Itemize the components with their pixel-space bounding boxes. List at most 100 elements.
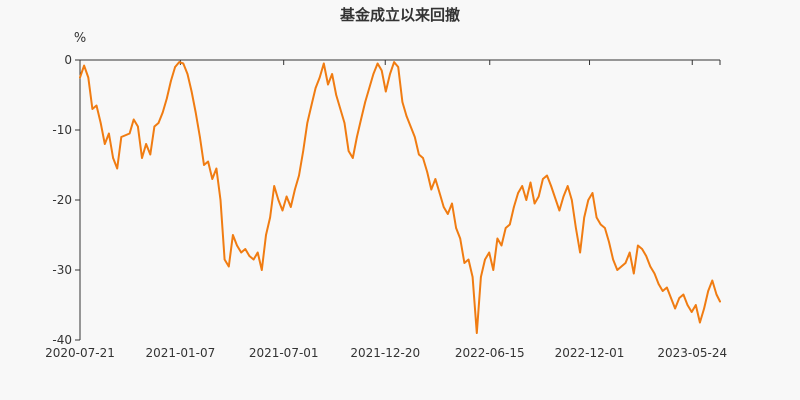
drawdown-data-point: [232, 234, 234, 236]
drawdown-data-point: [302, 150, 304, 152]
drawdown-data-point: [215, 167, 218, 170]
drawdown-data-point: [285, 195, 288, 198]
drawdown-data-point: [653, 272, 656, 275]
drawdown-data-point: [219, 199, 222, 201]
drawdown-data-point: [711, 279, 714, 282]
drawdown-data-point: [422, 157, 424, 159]
drawdown-data-point: [438, 192, 441, 194]
drawdown-data-point: [318, 76, 321, 79]
drawdown-data-point: [628, 251, 631, 254]
drawdown-data-point: [186, 73, 189, 75]
drawdown-data-point: [269, 216, 271, 219]
drawdown-data-point: [112, 157, 114, 159]
drawdown-data-point: [467, 258, 470, 261]
drawdown-data-point: [637, 244, 639, 247]
drawdown-data-point: [542, 178, 544, 180]
drawdown-data-point: [207, 160, 209, 163]
drawdown-data-point: [488, 251, 490, 254]
drawdown-data-point: [447, 213, 449, 215]
drawdown-data-point: [670, 297, 672, 299]
drawdown-data-point: [480, 276, 482, 278]
drawdown-data-point: [715, 293, 718, 296]
drawdown-data-point: [442, 206, 445, 208]
drawdown-data-point: [256, 251, 259, 254]
drawdown-data-point: [248, 255, 251, 257]
drawdown-data-point: [343, 122, 346, 124]
drawdown-data-point: [405, 115, 408, 117]
drawdown-data-point: [484, 258, 486, 261]
x-axis-tick-marks: [79, 60, 721, 65]
drawdown-data-point: [182, 62, 185, 65]
drawdown-data-point: [558, 209, 561, 212]
drawdown-data-point: [612, 258, 614, 261]
y-tick-label: -40: [52, 333, 72, 347]
drawdown-data-point: [306, 122, 309, 124]
drawdown-data-point: [281, 209, 284, 212]
drawdown-data-point: [236, 244, 238, 247]
drawdown-data-point: [161, 111, 164, 114]
drawdown-data-point: [649, 265, 652, 268]
drawdown-data-point: [99, 122, 102, 124]
drawdown-data-point: [190, 90, 193, 93]
drawdown-data-point: [347, 150, 350, 152]
drawdown-data-point: [351, 157, 354, 159]
drawdown-data-point: [550, 185, 552, 187]
drawdown-data-point: [571, 199, 573, 201]
drawdown-data-point: [252, 258, 255, 261]
x-tick-label: 2021-12-20: [350, 346, 420, 360]
drawdown-data-point: [413, 136, 416, 138]
chart-title: 基金成立以来回撤: [339, 6, 460, 24]
x-tick-label: 2022-06-15: [455, 346, 525, 360]
series-group: [79, 61, 721, 334]
drawdown-data-point: [459, 237, 462, 240]
x-tick-label: 2021-07-01: [249, 346, 319, 360]
drawdown-data-point: [645, 255, 647, 257]
drawdown-data-point: [604, 227, 606, 229]
drawdown-data-point: [525, 199, 528, 201]
drawdown-data-point: [277, 199, 280, 201]
drawdown-data-point: [79, 76, 81, 79]
drawdown-data-point: [174, 66, 176, 68]
drawdown-data-point: [203, 164, 205, 166]
drawdown-data-point: [132, 118, 135, 121]
drawdown-data-point: [562, 195, 565, 198]
drawdown-data-point: [703, 307, 705, 310]
drawdown-data-point: [103, 143, 106, 145]
drawdown-data-point: [537, 195, 540, 198]
drawdown-data-point: [401, 101, 404, 103]
drawdown-data-point: [579, 251, 581, 254]
drawdown-data-point: [360, 118, 362, 121]
drawdown-data-point: [690, 311, 693, 313]
drawdown-data-point: [657, 283, 660, 285]
drawdown-data-point: [310, 104, 313, 107]
drawdown-data-point: [624, 262, 627, 264]
drawdown-data-point: [492, 269, 495, 271]
drawdown-data-point: [145, 143, 147, 145]
drawdown-data-point: [149, 153, 152, 156]
drawdown-data-point: [529, 181, 532, 184]
drawdown-data-point: [595, 216, 598, 219]
drawdown-data-point: [335, 94, 338, 96]
y-axis-tick-marks: [75, 59, 80, 341]
drawdown-data-point: [289, 206, 292, 208]
drawdown-data-point: [327, 83, 329, 86]
drawdown-data-point: [455, 227, 457, 229]
drawdown-data-point: [211, 178, 214, 180]
drawdown-data-point: [227, 265, 230, 268]
drawdown-data-point: [699, 321, 701, 324]
drawdown-data-point: [314, 87, 317, 89]
x-tick-label: 2022-12-01: [555, 346, 625, 360]
drawdown-data-point: [91, 108, 94, 110]
drawdown-data-point: [463, 262, 466, 264]
y-tick-label: -30: [52, 263, 72, 277]
drawdown-data-point: [141, 157, 143, 159]
drawdown-data-point: [368, 87, 371, 89]
drawdown-data-point: [323, 62, 325, 65]
drawdown-data-point: [157, 122, 160, 124]
drawdown-data-point: [364, 101, 366, 103]
drawdown-data-point: [265, 234, 267, 236]
drawdown-data-point: [120, 136, 123, 138]
drawdown-data-point: [719, 300, 721, 303]
drawdown-data-point: [244, 248, 247, 250]
